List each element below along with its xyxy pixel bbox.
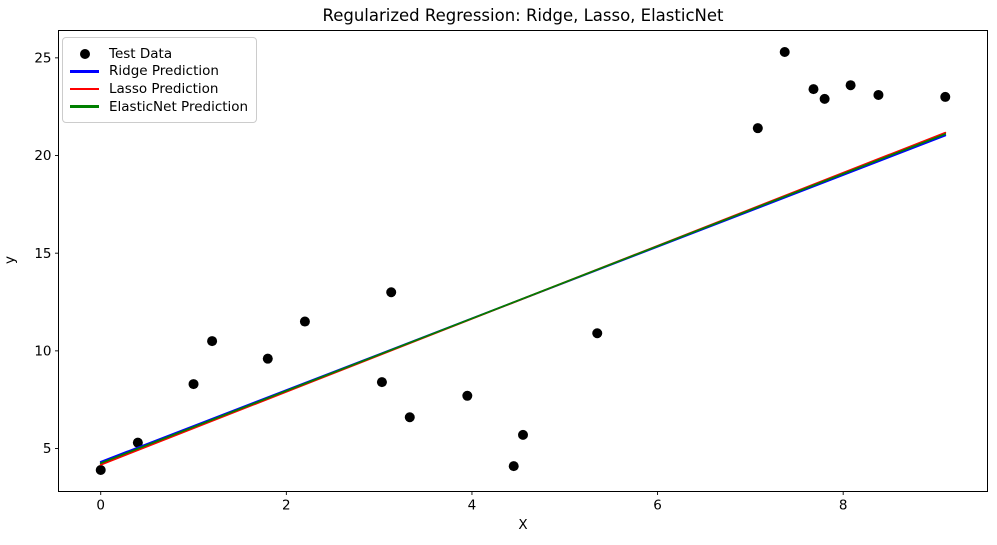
data-point-test-data [819, 93, 830, 104]
data-point-test-data [462, 390, 473, 401]
data-point-test-data [95, 465, 106, 476]
legend-item: Test Data [70, 45, 248, 63]
data-point-test-data [845, 80, 856, 91]
x-tick-label: 2 [282, 498, 291, 514]
data-point-test-data [188, 379, 199, 390]
data-point-test-data [132, 437, 143, 448]
data-point-test-data [207, 336, 218, 347]
elasticnet-prediction-line [99, 133, 947, 465]
data-point-test-data [940, 91, 951, 102]
dot-marker-icon [70, 48, 99, 59]
data-point-test-data [376, 377, 387, 388]
data-point-test-data [262, 353, 273, 364]
data-point-test-data [873, 89, 884, 100]
legend-label: Test Data [109, 45, 173, 62]
x-tick-label: 0 [96, 498, 105, 514]
data-point-test-data [592, 328, 603, 339]
plot-border [58, 30, 988, 492]
line-icon [70, 70, 99, 73]
data-point-test-data [404, 412, 415, 423]
x-tick-label: 4 [468, 498, 477, 514]
legend-label: Ridge Prediction [109, 63, 219, 80]
legend-item: Lasso Prediction [70, 80, 248, 98]
y-axis-label: y [2, 256, 18, 264]
y-tick-label: 15 [34, 246, 51, 262]
line-marker-icon [70, 87, 99, 91]
y-tick-label: 20 [34, 148, 51, 164]
chart-title: Regularized Regression: Ridge, Lasso, El… [322, 6, 724, 25]
legend-item: Ridge Prediction [70, 63, 248, 81]
data-point-test-data [779, 46, 790, 57]
data-point-test-data [752, 123, 763, 134]
data-point-test-data [508, 461, 519, 472]
line-icon [70, 87, 99, 91]
legend-item: ElasticNet Prediction [70, 98, 248, 116]
legend-label: ElasticNet Prediction [109, 98, 249, 115]
line-icon [70, 105, 99, 108]
data-point-test-data [518, 429, 528, 440]
data-point-test-data [386, 287, 397, 298]
x-tick-label: 6 [653, 498, 662, 514]
y-tick-label: 5 [43, 441, 52, 457]
data-point-test-data [808, 84, 819, 95]
legend-label: Lasso Prediction [109, 80, 219, 97]
x-axis-label: X [518, 517, 528, 533]
line-marker-icon [70, 70, 99, 73]
x-tick-label: 8 [839, 498, 848, 514]
dot-icon [79, 48, 90, 59]
data-point-test-data [299, 316, 310, 327]
y-tick-label: 25 [34, 51, 51, 67]
y-tick-label: 10 [34, 344, 51, 360]
legend: Test Data Ridge Prediction Lasso Predictio… [62, 37, 257, 124]
line-marker-icon [70, 105, 99, 108]
